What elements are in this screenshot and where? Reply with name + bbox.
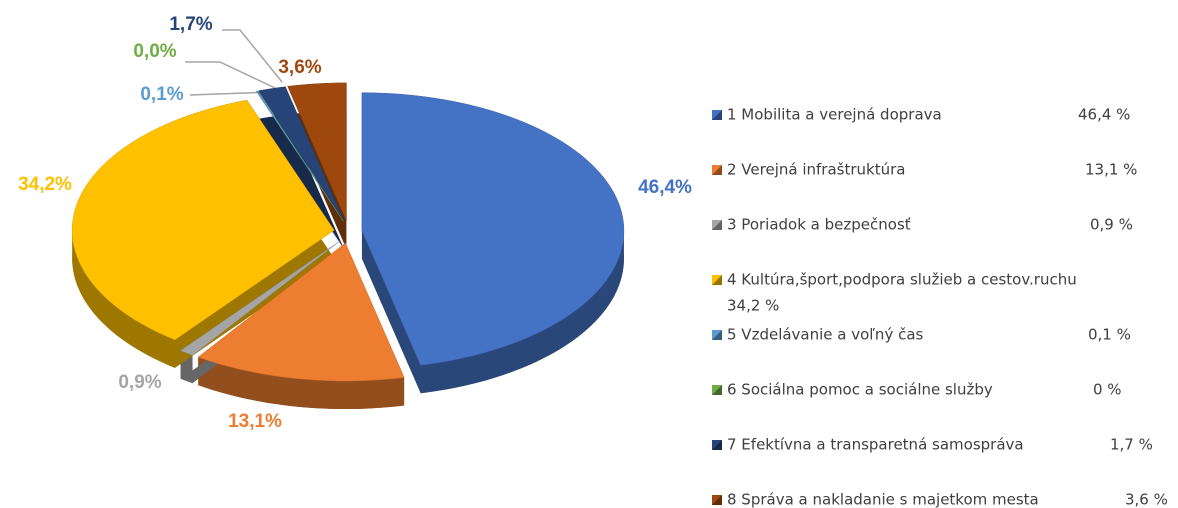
legend-marker-shade: [712, 440, 722, 450]
leader-line: [185, 61, 276, 89]
slice: [361, 92, 625, 366]
slice: [258, 86, 345, 222]
legend-marker-shade: [712, 165, 722, 175]
leader-line: [222, 29, 283, 83]
legend-label: 2 Verejná infraštruktúra: [727, 161, 905, 179]
leader-lines: [185, 29, 283, 96]
slice-wall: [198, 357, 405, 410]
data-label: 0,0%: [133, 41, 176, 62]
slice: [257, 90, 344, 222]
data-label: 34,2%: [18, 174, 72, 195]
legend-label: 3 Poriadok a bezpečnosť: [727, 216, 911, 234]
data-label: 13,1%: [228, 411, 282, 432]
slice-tops: [71, 82, 625, 382]
legend-value: 0 %: [1093, 381, 1122, 399]
legend-marker-shade: [712, 275, 722, 285]
data-label: 0,9%: [118, 372, 161, 393]
legend-value: 46,4 %: [1078, 106, 1130, 124]
slice-wall: [72, 230, 175, 368]
data-label: 1,7%: [169, 14, 212, 35]
legend-marker-shade: [712, 495, 722, 505]
data-label: 46,4%: [638, 177, 692, 198]
legend-label: 8 Správa a nakladanie s majetkom mesta: [727, 491, 1039, 508]
legend-value: 34,2 %: [727, 297, 779, 315]
slice: [71, 99, 335, 341]
legend-label: 7 Efektívna a transparetná samospráva: [727, 436, 1024, 454]
legend-label: 5 Vzdelávanie a voľný čas: [727, 326, 924, 344]
legend-marker-shade: [712, 385, 722, 395]
data-label: 0,1%: [140, 84, 183, 105]
data-label: 3,6%: [278, 57, 321, 78]
slice: [180, 240, 340, 356]
slice-wall: [420, 230, 624, 394]
legend-marker-shade: [712, 110, 722, 120]
legend-marker-shade: [712, 220, 722, 230]
legend-label: 4 Kultúra,šport,podpora služieb a cestov…: [727, 271, 1077, 289]
slice: [287, 82, 347, 221]
legend-label: 6 Sociálna pomoc a sociálne služby: [727, 381, 993, 399]
slice: [197, 242, 405, 382]
legend-value: 1,7 %: [1110, 436, 1153, 454]
legend-value: 0,9 %: [1090, 216, 1133, 234]
legend-value: 13,1 %: [1085, 161, 1137, 179]
legend-value: 0,1 %: [1088, 326, 1131, 344]
legend-value: 3,6 %: [1125, 491, 1168, 508]
legend-label: 1 Mobilita a verejná doprava: [727, 106, 942, 124]
legend-marker-shade: [712, 330, 722, 340]
